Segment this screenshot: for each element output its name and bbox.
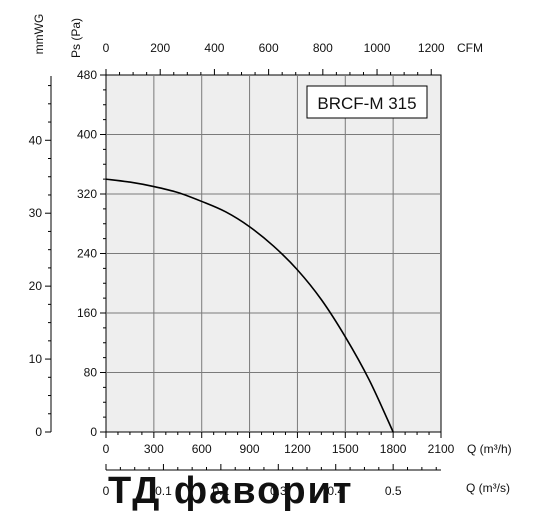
model-label-frame <box>306 85 428 119</box>
x-tick-label-q-m3h: 900 <box>240 442 260 456</box>
x-axis-title-q-m3h: Q (m³/h) <box>467 442 512 456</box>
x-tick-label-cfm: 200 <box>150 41 170 55</box>
watermark-text: ТД фаворит <box>108 470 354 512</box>
y-tick-label-ps: 480 <box>77 68 97 82</box>
x-tick-label-q-m3h: 1500 <box>332 442 359 456</box>
x-tick-label-q-m3s: 0.3 <box>270 484 287 498</box>
x-tick-label-q-m3s: 0.5 <box>385 484 402 498</box>
x-tick-label-q-m3s: 0.4 <box>327 484 344 498</box>
x-tick-label-cfm: 400 <box>204 41 224 55</box>
x-axis-title-cfm: CFM <box>457 41 483 55</box>
y-tick-label-mmwg: 40 <box>29 133 43 147</box>
y-tick-label-ps: 400 <box>77 128 97 142</box>
y-tick-label-mmwg: 30 <box>29 206 43 220</box>
y-axis-title-mmwg: mmWG <box>32 14 46 55</box>
y-tick-label-mmwg: 0 <box>35 425 42 439</box>
y-tick-label-ps: 80 <box>84 366 98 380</box>
x-tick-label-q-m3h: 0 <box>103 442 110 456</box>
y-tick-label-ps: 160 <box>77 306 97 320</box>
x-tick-label-q-m3h: 1200 <box>284 442 311 456</box>
model-label-box: BRCF-M 315 <box>306 85 428 119</box>
y-tick-label-ps: 0 <box>90 425 97 439</box>
x-tick-label-q-m3s: 0 <box>103 484 110 498</box>
y-axis-title-ps: Ps (Pa) <box>69 18 83 58</box>
grid <box>106 75 441 432</box>
x-tick-label-cfm: 600 <box>259 41 279 55</box>
x-tick-label-q-m3h: 1800 <box>380 442 407 456</box>
x-tick-label-cfm: 800 <box>313 41 333 55</box>
series-line-0 <box>105 178 394 433</box>
curve-layer <box>105 178 394 433</box>
x-tick-label-q-m3h: 2100 <box>428 442 455 456</box>
y-tick-label-mmwg: 20 <box>29 279 43 293</box>
y-tick-label-ps: 240 <box>77 247 97 261</box>
x-tick-label-cfm: 1000 <box>364 41 391 55</box>
model-label: BRCF-M 315 <box>317 94 416 113</box>
x-axis-title-q-m3s: Q (m³/s) <box>466 481 510 495</box>
x-tick-label-q-m3h: 600 <box>192 442 212 456</box>
x-tick-label-q-m3s: 0.2 <box>213 484 230 498</box>
x-tick-label-cfm: 0 <box>103 41 110 55</box>
y-tick-label-mmwg: 10 <box>29 352 43 366</box>
axes: 0 300 600 900 1200 1500 1800 2100 Q (m³/h)0 200 40… <box>29 14 512 498</box>
x-tick-label-q-m3h: 300 <box>144 442 164 456</box>
y-tick-label-ps: 320 <box>77 187 97 201</box>
x-tick-label-q-m3s: 0.1 <box>155 484 172 498</box>
x-tick-label-cfm: 1200 <box>418 41 445 55</box>
